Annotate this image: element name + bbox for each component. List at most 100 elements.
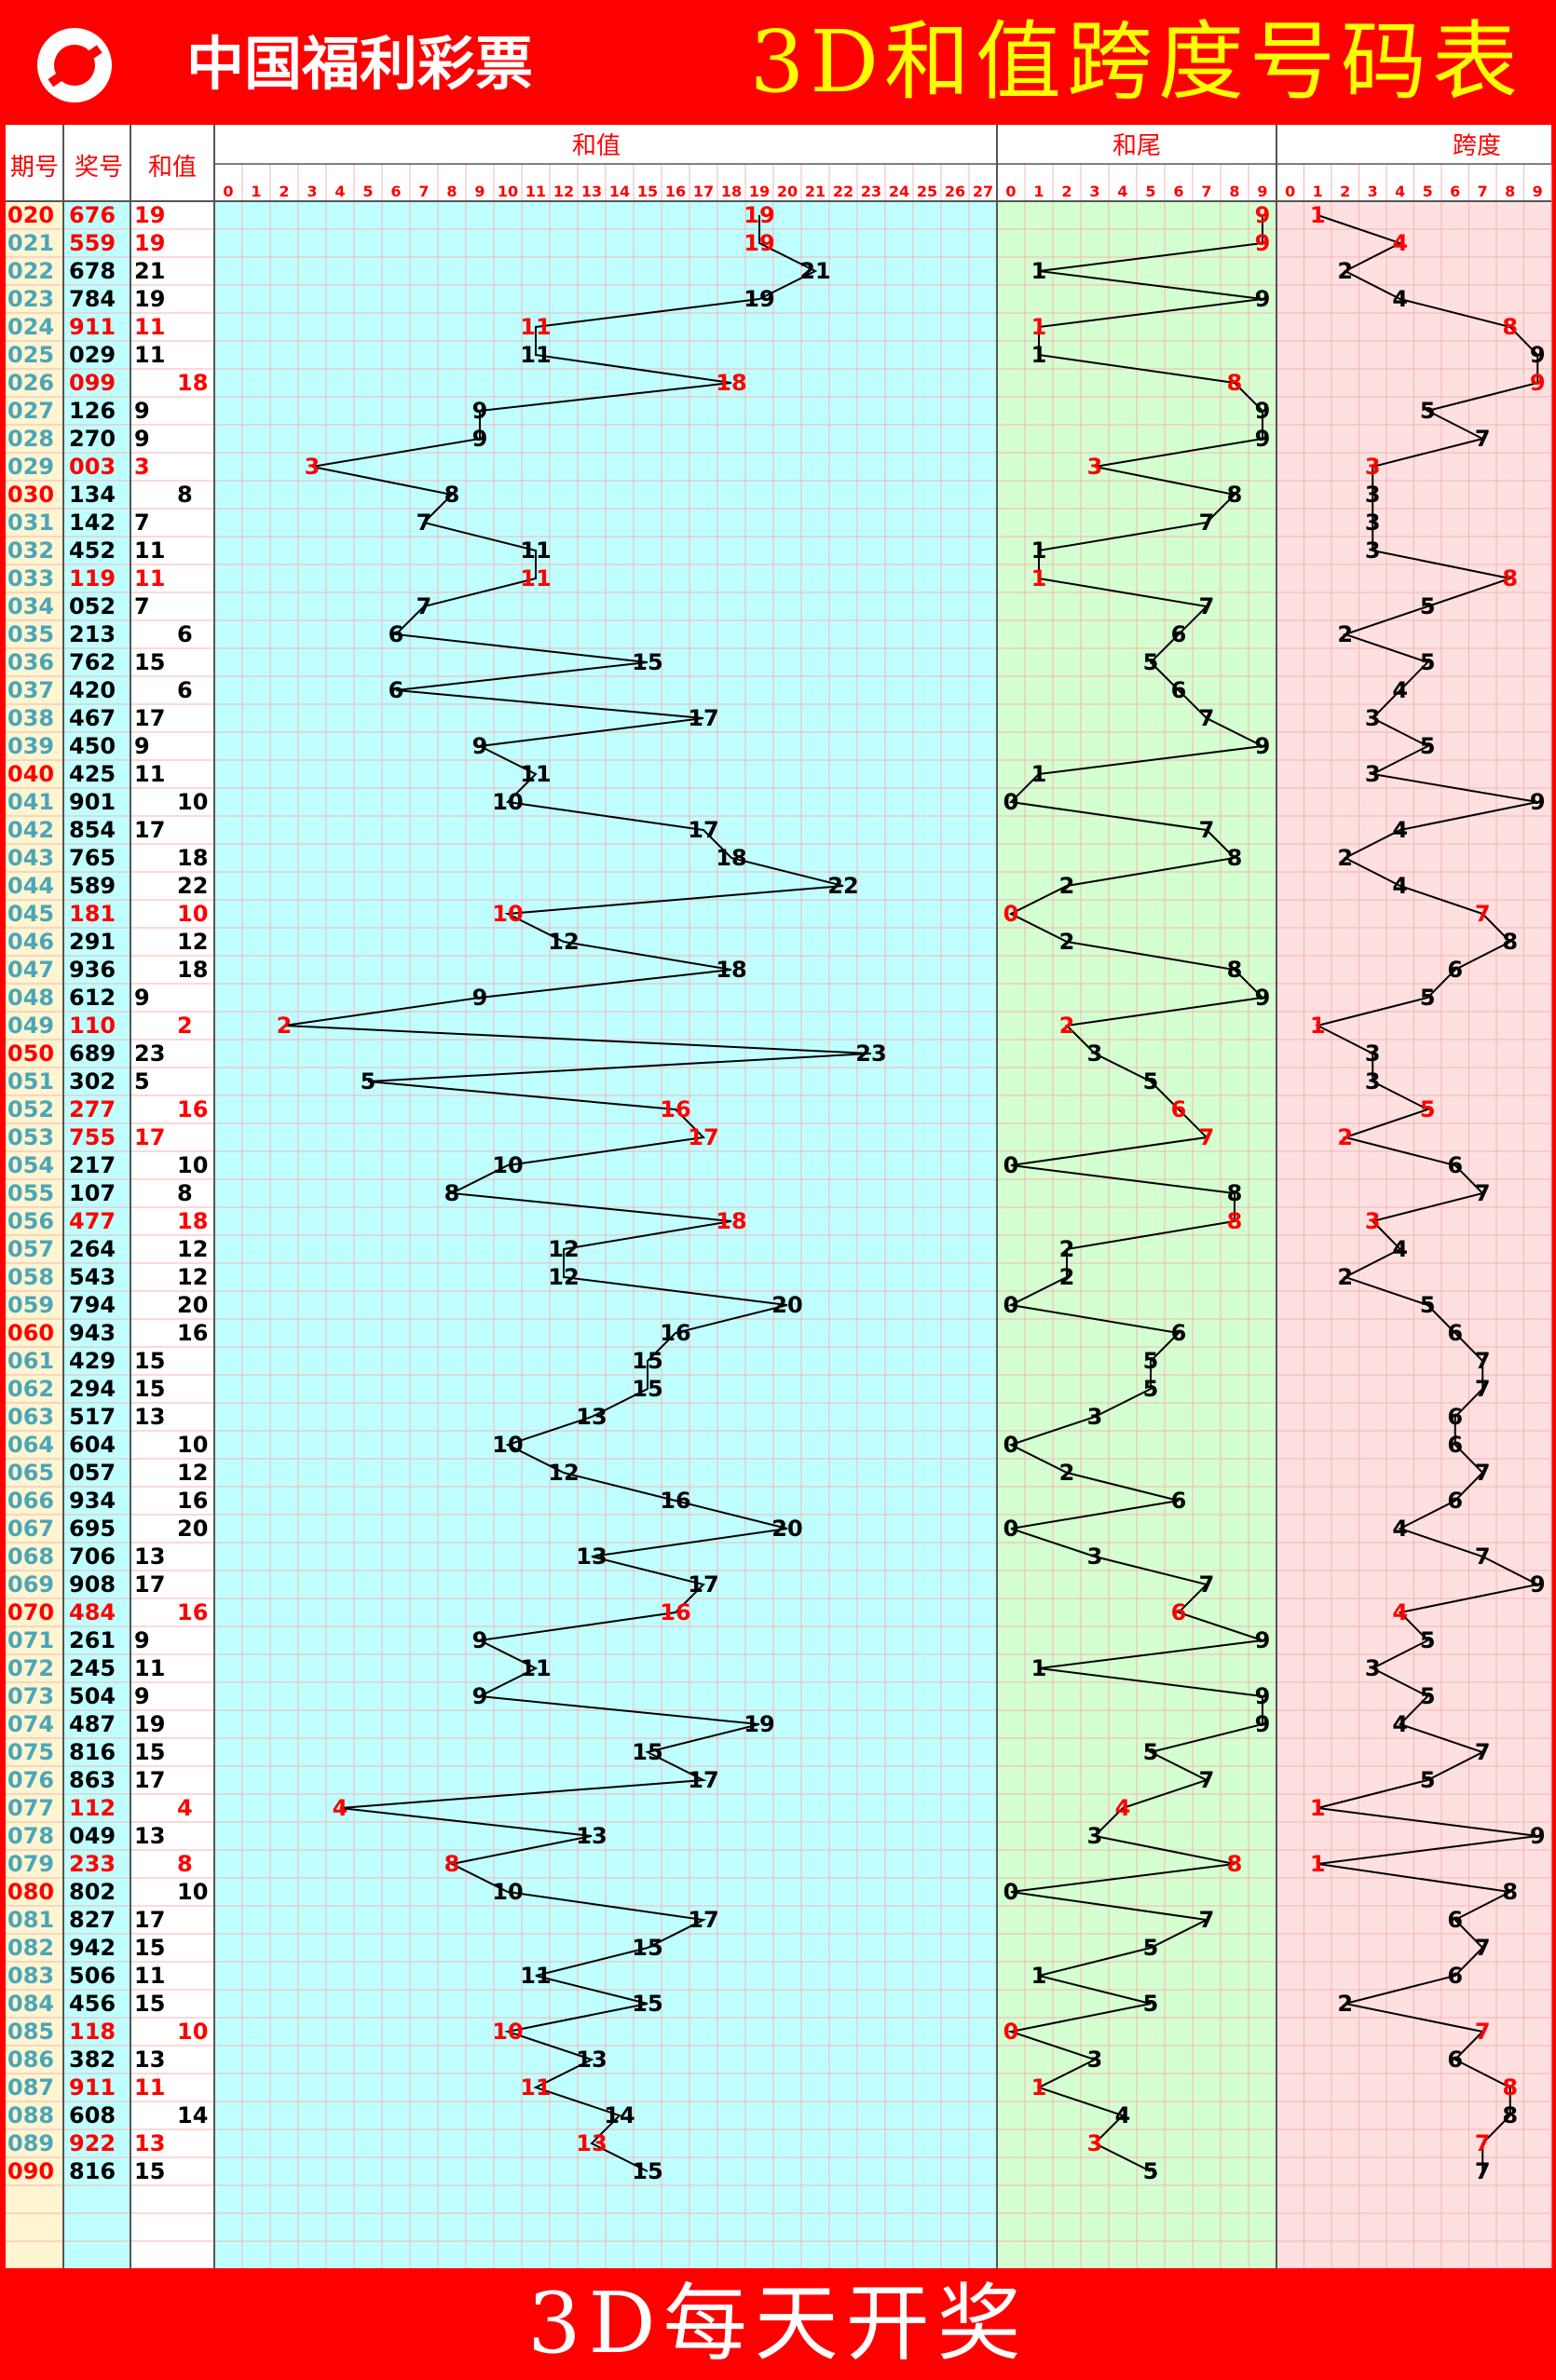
tail-chart-header: 和尾 [1112,132,1161,160]
span-point: 5 [1420,1683,1436,1709]
sum-point: 18 [716,845,746,871]
tail-axis-tick: 3 [1089,183,1099,200]
span-point: 5 [1420,985,1436,1011]
tail-point: 8 [1227,1851,1243,1877]
period-cell: 057 [7,1236,54,1262]
number-cell: 217 [69,1152,116,1178]
tail-point: 3 [1087,1040,1103,1067]
sum-cell: 12 [177,1236,208,1262]
span-point: 7 [1475,1739,1491,1765]
sum-axis-tick: 1 [251,183,261,200]
tail-axis-tick: 1 [1033,183,1044,200]
sum-point: 17 [688,1907,718,1933]
sum-cell: 11 [134,2074,165,2101]
tail-point: 8 [1227,845,1243,871]
period-cell: 029 [7,454,54,480]
span-point: 8 [1502,1879,1518,1905]
span-point: 9 [1530,1571,1546,1598]
tail-point: 9 [1255,426,1271,452]
span-point: 7 [1475,901,1491,927]
sum-cell: 8 [177,1851,193,1877]
number-cell: 477 [69,1208,116,1234]
span-axis-tick: 5 [1423,183,1433,200]
sum-cell: 18 [177,845,208,871]
period-cell: 084 [7,1991,54,2017]
logo [37,28,112,102]
span-axis-tick: 0 [1285,183,1295,200]
sum-cell: 11 [134,565,165,592]
tail-axis-tick: 5 [1145,183,1155,200]
tail-point: 5 [1143,1991,1159,2017]
tail-point: 1 [1031,1655,1047,1681]
number-cell: 467 [69,705,116,731]
number-cell: 676 [69,202,116,228]
tail-point: 5 [1143,1739,1159,1765]
sum-axis-tick: 8 [446,183,457,200]
period-cell: 077 [7,1795,54,1821]
sum-point: 17 [688,817,718,843]
period-cell: 047 [7,957,54,983]
sum-axis-tick: 10 [498,183,518,200]
sum-cell: 13 [134,1544,165,1570]
span-point: 2 [1337,1124,1353,1150]
sum-point: 9 [472,985,488,1011]
period-cell: 089 [7,2130,54,2156]
sum-axis-tick: 12 [553,183,574,200]
period-cell: 051 [7,1068,54,1095]
number-cell: 245 [69,1655,116,1681]
span-point: 1 [1310,1851,1326,1877]
period-cell: 055 [7,1180,54,1206]
period-cell: 063 [7,1404,54,1430]
span-point: 6 [1447,1152,1463,1178]
period-cell: 039 [7,733,54,759]
number-cell: 517 [69,1404,116,1430]
sum-cell: 6 [177,677,193,703]
tail-point: 5 [1143,1935,1159,1961]
number-cell: 126 [69,398,116,424]
span-point: 7 [1475,1544,1491,1570]
sum-cell: 6 [177,621,193,647]
number-cell: 118 [69,2019,116,2045]
tail-point: 9 [1255,1627,1271,1653]
number-cell: 863 [69,1767,116,1793]
span-axis-tick: 2 [1340,183,1350,200]
sum-trend-line [283,215,872,2172]
sum-cell: 7 [134,593,150,619]
span-point: 5 [1420,649,1436,675]
period-cell: 088 [7,2102,54,2128]
span-point: 1 [1310,1795,1326,1821]
sum-cell: 17 [134,1767,165,1793]
number-cell: 559 [69,230,116,256]
tail-point: 9 [1255,286,1271,312]
sum-cell: 10 [177,1432,208,1458]
tail-point: 6 [1171,1320,1187,1346]
tail-point: 1 [1031,314,1047,340]
number-cell: 695 [69,1516,116,1542]
period-cell: 075 [7,1739,54,1765]
number-cell: 052 [69,593,116,619]
tail-point: 1 [1031,2074,1047,2101]
span-point: 8 [1502,314,1518,340]
period-cell: 076 [7,1767,54,1793]
sum-point: 17 [688,1124,718,1150]
number-cell: 484 [69,1599,116,1625]
tail-axis-tick: 4 [1117,183,1127,200]
sum-point: 20 [771,1516,802,1542]
span-point: 7 [1475,426,1491,452]
tail-point: 5 [1143,1376,1159,1402]
sum-point: 16 [660,1320,690,1346]
tail-point: 8 [1227,482,1243,508]
sum-point: 15 [632,1739,662,1765]
sum-cell: 9 [134,426,150,452]
number-cell: 270 [69,426,116,452]
tail-point: 2 [1059,1460,1075,1486]
tail-point: 6 [1171,621,1187,647]
span-point: 5 [1420,593,1436,619]
sum-point: 21 [799,258,830,284]
tail-point: 2 [1059,1236,1075,1262]
span-axis-tick: 6 [1450,183,1460,200]
period-cell: 022 [7,258,54,284]
period-cell: 028 [7,426,54,452]
span-point: 7 [1475,2130,1491,2156]
